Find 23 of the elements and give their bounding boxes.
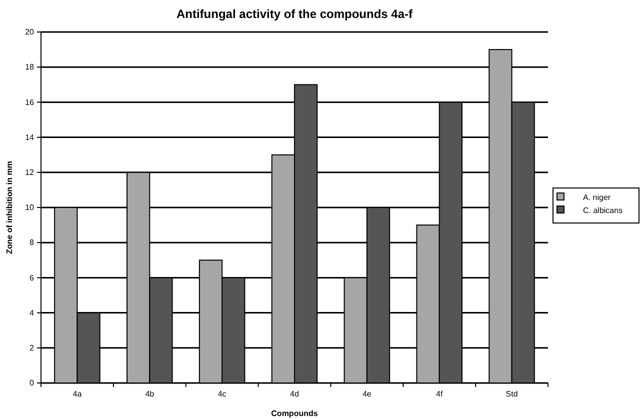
x-tick-label: 4d [290, 390, 299, 399]
legend-label: A. niger [583, 193, 611, 202]
x-tick-label: 4e [362, 390, 372, 399]
legend-label: C. albicans [583, 206, 623, 215]
y-tick-label: 18 [25, 62, 35, 72]
y-tick-label: 16 [25, 98, 35, 107]
x-tick-label: 4c [218, 390, 226, 399]
y-tick-label: 6 [30, 273, 35, 282]
y-tick-label: 14 [25, 132, 35, 142]
y-tick-label: 4 [30, 308, 35, 318]
y-tick-label: 12 [25, 168, 35, 177]
y-tick-label: 0 [30, 378, 35, 388]
chart-title: Antifungal activity of the compounds 4a-f [176, 7, 414, 21]
x-tick-label: 4b [145, 390, 155, 399]
y-tick-label: 20 [25, 28, 35, 37]
y-tick-label: 10 [25, 203, 35, 212]
x-axis-title: Compounds [271, 409, 318, 418]
y-axis-title: Zone of inhibition in mm [5, 161, 14, 254]
y-tick-label: 8 [30, 238, 35, 248]
x-tick-label: 4f [436, 390, 444, 399]
x-tick-label: Std [506, 390, 518, 399]
y-tick-label: 2 [30, 343, 35, 352]
x-tick-label: 4a [72, 390, 82, 399]
